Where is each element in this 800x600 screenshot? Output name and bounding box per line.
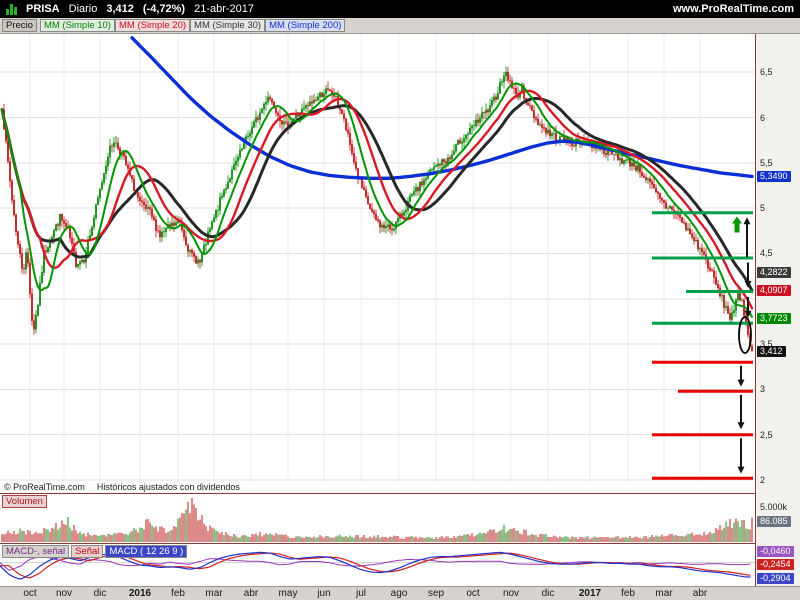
site-watermark: www.ProRealTime.com xyxy=(672,3,794,15)
axis-tick-label: 6,5 xyxy=(760,67,773,78)
axis-tick-label: 3,5 xyxy=(760,339,773,350)
panel-separator xyxy=(0,543,756,544)
timeframe-label: Diario xyxy=(68,3,98,15)
candlestick-icon xyxy=(6,3,17,15)
macd-panel[interactable]: MACD-, señal Señal MACD ( 12 26 9 ) xyxy=(0,544,755,586)
month-label: jun xyxy=(317,588,331,599)
month-label: feb xyxy=(621,588,635,599)
axis-tick-label: 6 xyxy=(760,112,766,123)
month-label: sep xyxy=(427,588,445,599)
price-series-label[interactable]: Precio xyxy=(2,19,37,32)
ma-legend-item[interactable]: MM (Simple 200) xyxy=(265,19,346,32)
month-label: feb xyxy=(171,588,185,599)
change-label: (-4,72%) xyxy=(142,3,186,15)
copyright-bar: © ProRealTime.com Históricos ajustados c… xyxy=(0,481,755,493)
last-price-label: 3,412 xyxy=(106,3,134,15)
month-label: abr xyxy=(243,588,259,599)
month-label: mar xyxy=(655,588,673,599)
legend-bar: Precio MM (Simple 10) MM (Simple 20) MM (S… xyxy=(0,18,800,34)
price-axis[interactable]: 6,5 6 5,5 5 4,5 3,5 3 2,5 2 5,3490 4,2822 4,0907 3,7… xyxy=(755,34,800,586)
month-label: dic xyxy=(541,588,555,599)
month-label: ago xyxy=(390,588,408,599)
macd-legend-item[interactable]: MACD ( 12 26 9 ) xyxy=(105,545,188,558)
month-label: abr xyxy=(692,588,708,599)
macd-legend-item[interactable]: Señal xyxy=(71,545,104,558)
macd-legend-group: MACD-, señal Señal MACD ( 12 26 9 ) xyxy=(2,545,188,558)
month-label: jul xyxy=(355,588,366,599)
price-value-chip: 5,3490 xyxy=(757,170,791,182)
price-value-chip: 4,0907 xyxy=(757,284,791,296)
axis-tick-label: 2 xyxy=(760,475,766,485)
macd-legend-item[interactable]: MACD-, señal xyxy=(2,545,70,558)
ma-legend-item[interactable]: MM (Simple 10) xyxy=(39,19,115,32)
volume-panel[interactable]: Volumen xyxy=(0,494,755,543)
axis-tick-label: 5.000k xyxy=(760,502,788,512)
month-label: 2016 xyxy=(128,588,152,599)
axis-tick-label: 4,5 xyxy=(760,248,773,259)
month-label: dic xyxy=(93,588,107,599)
macd-value-chip: -0,2454 xyxy=(757,559,794,570)
price-value-chip: 3,7723 xyxy=(757,313,791,325)
price-chart[interactable] xyxy=(0,34,755,481)
month-label: nov xyxy=(502,588,520,599)
axis-tick-label: 2,5 xyxy=(760,429,773,440)
volume-series-label[interactable]: Volumen xyxy=(2,495,47,508)
time-axis[interactable]: oct nov dic 2016 feb mar abr may jun jul ago sep oct… xyxy=(0,586,800,600)
month-label: oct xyxy=(466,588,480,599)
axis-tick-label: 3 xyxy=(760,384,766,395)
macd-value-chip: -0,2904 xyxy=(757,573,794,584)
titlebar: PRISA Diario 3,412 (-4,72%) 21-abr-2017 … xyxy=(0,0,800,18)
month-label: oct xyxy=(23,588,37,599)
date-label: 21-abr-2017 xyxy=(194,3,255,15)
axis-tick-label: 5,5 xyxy=(760,157,773,168)
dividend-note: Históricos ajustados con dividendos xyxy=(96,482,240,492)
month-label: 2017 xyxy=(578,588,602,599)
month-label: may xyxy=(278,588,298,599)
price-value-chip: 4,2822 xyxy=(757,267,791,279)
ma-legend-item[interactable]: MM (Simple 20) xyxy=(114,19,191,32)
panel-separator xyxy=(0,493,756,494)
price-chart-panel[interactable]: © ProRealTime.com Históricos ajustados c… xyxy=(0,34,755,493)
volume-value-chip: 86.085 xyxy=(757,516,791,527)
ma-legend-item[interactable]: MM (Simple 30) xyxy=(190,19,266,32)
month-label: nov xyxy=(55,588,73,599)
symbol-label: PRISA xyxy=(26,3,60,15)
axis-tick-label: 5 xyxy=(760,203,766,214)
macd-value-chip: -0,0460 xyxy=(757,546,794,557)
ma-legend-group: MM (Simple 10) MM (Simple 20) MM (Simple 3… xyxy=(39,19,346,32)
copyright-text: © ProRealTime.com xyxy=(4,482,85,492)
volume-chart[interactable] xyxy=(0,494,755,543)
month-label: mar xyxy=(205,588,223,599)
price-value-chip: 3,412 xyxy=(757,346,786,358)
